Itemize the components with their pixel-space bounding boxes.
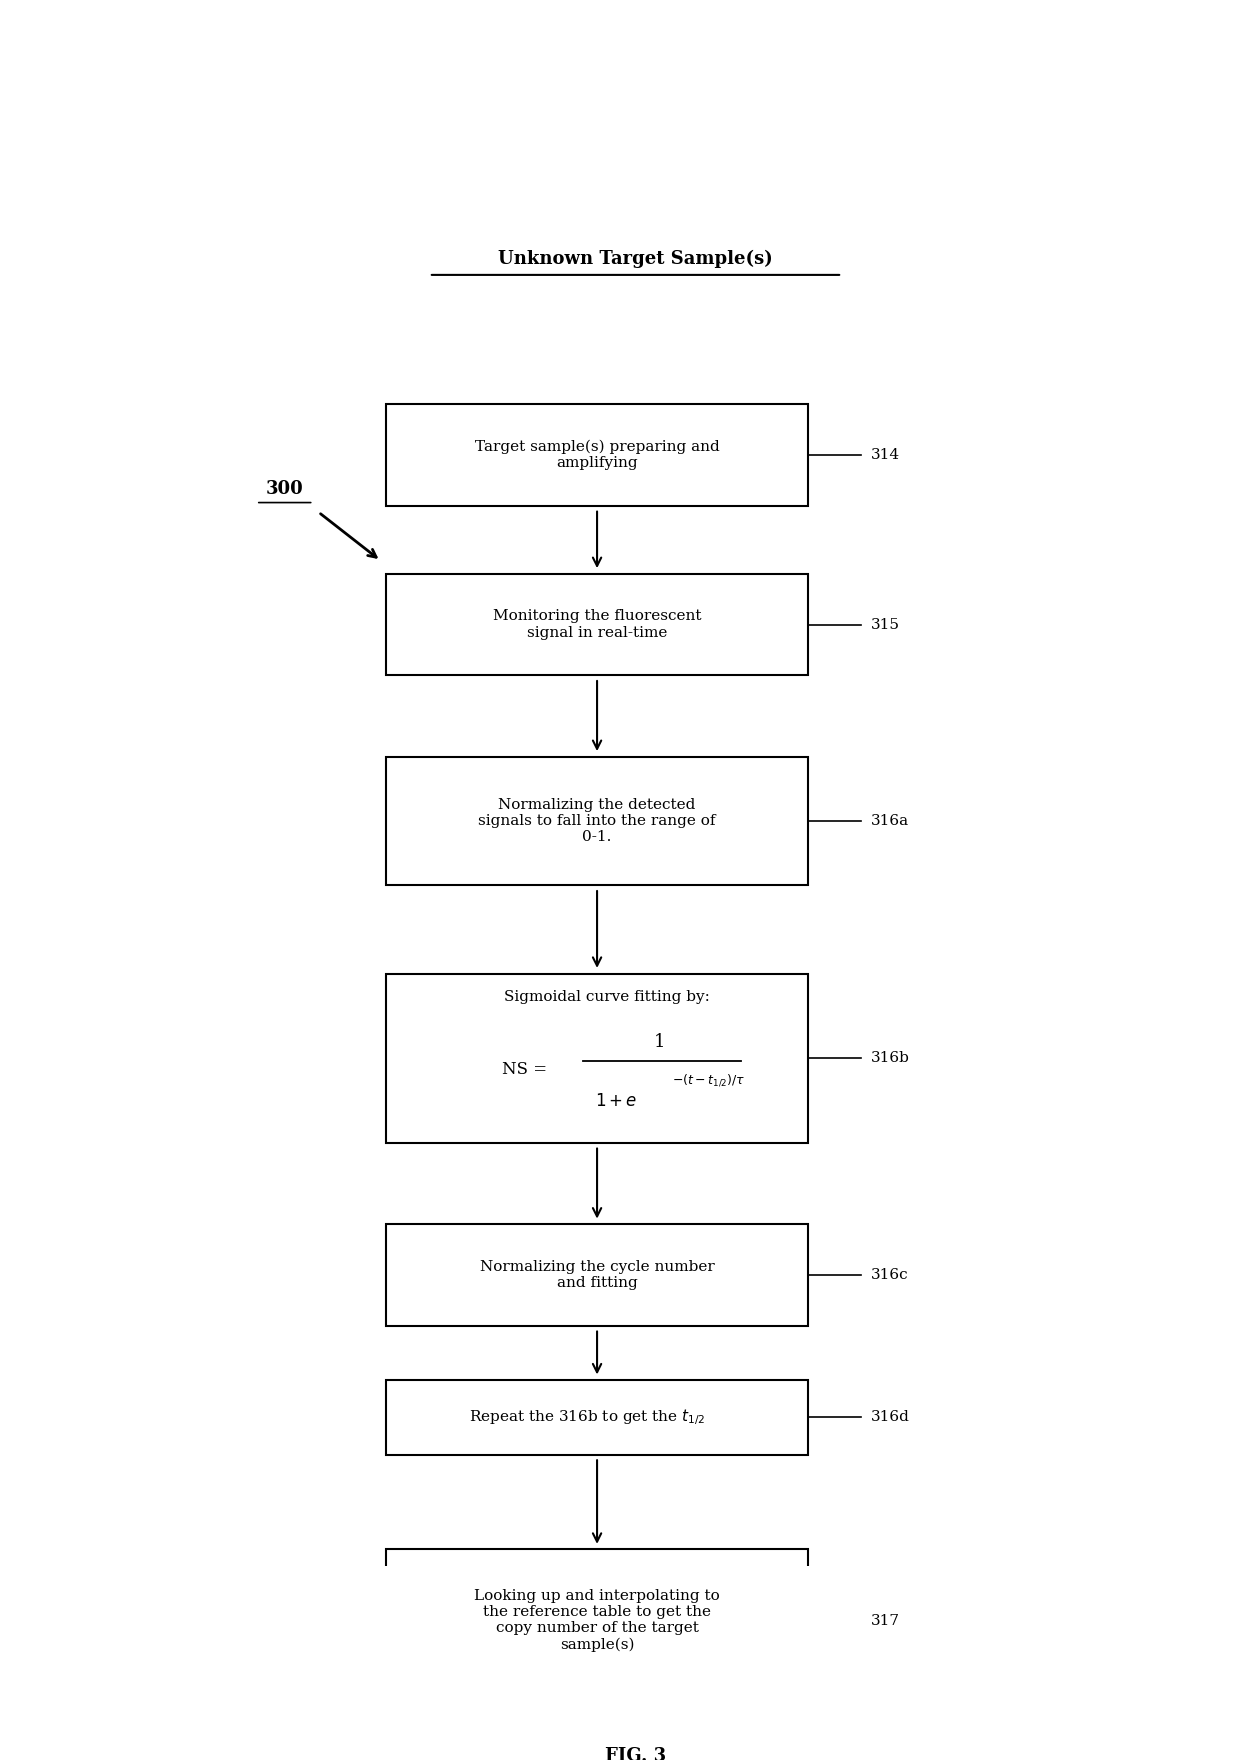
Text: Repeat the 316b to get the $t_{1/2}$: Repeat the 316b to get the $t_{1/2}$ (469, 1408, 706, 1427)
Text: 314: 314 (870, 449, 900, 463)
FancyBboxPatch shape (386, 1225, 808, 1325)
FancyBboxPatch shape (386, 973, 808, 1142)
Text: $-(t-t_{1/2})/\tau$: $-(t-t_{1/2})/\tau$ (672, 1072, 745, 1088)
Text: 315: 315 (870, 618, 900, 632)
Text: 316d: 316d (870, 1410, 910, 1424)
Text: 1: 1 (653, 1033, 666, 1051)
Text: Unknown Target Sample(s): Unknown Target Sample(s) (498, 250, 773, 268)
Text: NS =: NS = (502, 1061, 548, 1077)
Text: 317: 317 (870, 1614, 900, 1628)
Text: FIG. 3: FIG. 3 (605, 1748, 666, 1760)
Text: 316a: 316a (870, 815, 909, 827)
FancyBboxPatch shape (386, 574, 808, 676)
Text: 316b: 316b (870, 1051, 910, 1065)
FancyBboxPatch shape (386, 757, 808, 885)
Text: Target sample(s) preparing and
amplifying: Target sample(s) preparing and amplifyin… (475, 440, 719, 470)
FancyBboxPatch shape (386, 1380, 808, 1454)
Text: Normalizing the cycle number
and fitting: Normalizing the cycle number and fitting (480, 1260, 714, 1290)
Text: Looking up and interpolating to
the reference table to get the
copy number of th: Looking up and interpolating to the refe… (474, 1589, 720, 1653)
Text: $1+e$: $1+e$ (595, 1093, 637, 1111)
Text: 316c: 316c (870, 1267, 909, 1281)
Text: Monitoring the fluorescent
signal in real-time: Monitoring the fluorescent signal in rea… (492, 609, 702, 639)
FancyBboxPatch shape (386, 405, 808, 505)
Text: Normalizing the detected
signals to fall into the range of
0-1.: Normalizing the detected signals to fall… (479, 797, 715, 845)
FancyBboxPatch shape (386, 1549, 808, 1691)
Text: Sigmoidal curve fitting by:: Sigmoidal curve fitting by: (503, 991, 709, 1005)
Text: 300: 300 (265, 480, 304, 498)
